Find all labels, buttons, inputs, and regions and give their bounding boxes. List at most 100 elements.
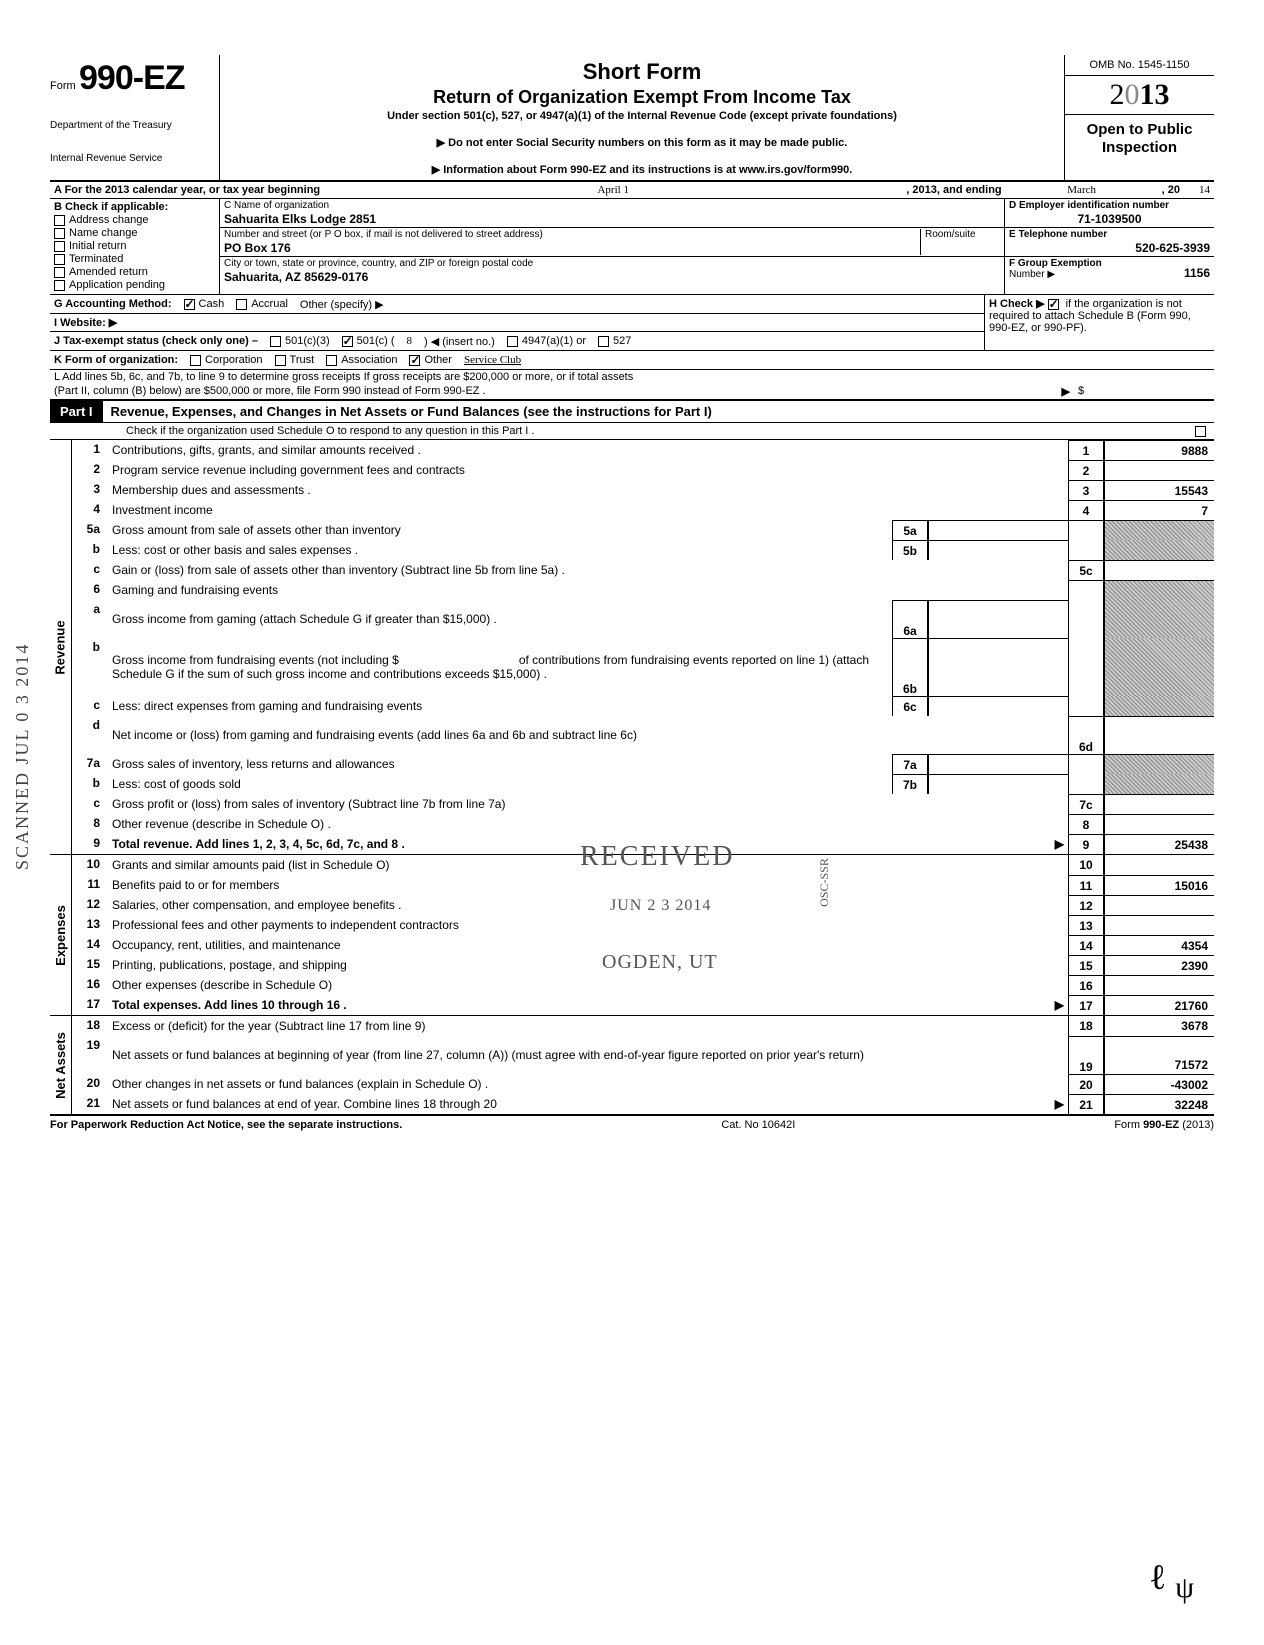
line-desc: Less: cost of goods sold	[108, 774, 892, 794]
line-desc: Membership dues and assessments .	[108, 480, 1068, 500]
line-a: A For the 2013 calendar year, or tax yea…	[50, 182, 1214, 199]
line-desc: Printing, publications, postage, and shi…	[108, 955, 1068, 975]
line-desc: Less: cost or other basis and sales expe…	[108, 540, 892, 560]
shaded-box	[1068, 696, 1104, 716]
line-num: 21	[72, 1094, 108, 1114]
phone-label: E Telephone number	[1009, 229, 1210, 240]
line-val: 32248	[1104, 1094, 1214, 1114]
chk-address-change[interactable]: Address change	[54, 214, 215, 226]
line-box: 17	[1068, 995, 1104, 1015]
tax-year-end-yr: 14	[1180, 184, 1210, 196]
group-label: F Group Exemption	[1009, 258, 1184, 269]
c-label: 501(c) (	[357, 335, 395, 347]
chk-corp[interactable]: Corporation	[190, 354, 262, 366]
accrual-label: Accrual	[251, 298, 288, 310]
line-box: 16	[1068, 975, 1104, 995]
mid-val	[928, 774, 1068, 794]
group-val: 1156	[1184, 265, 1210, 280]
group-label2: Number ▶	[1009, 269, 1184, 280]
line-l-dollar: $	[1070, 385, 1210, 398]
street-label: Number and street (or P O box, if mail i…	[224, 229, 920, 240]
line-box: 13	[1068, 915, 1104, 935]
chk-initial-return[interactable]: Initial return	[54, 240, 215, 252]
expenses-section: Expenses 10Grants and similar amounts pa…	[50, 855, 1214, 1016]
open-inspection: Open to Public Inspection	[1065, 115, 1214, 163]
line-box: 15	[1068, 955, 1104, 975]
chk-app-pending[interactable]: Application pending	[54, 279, 215, 291]
header-left: Form 990-EZ Department of the Treasury I…	[50, 55, 220, 180]
chk-4947[interactable]: 4947(a)(1) or	[507, 335, 586, 347]
part-1-header: Part I Revenue, Expenses, and Changes in…	[50, 400, 1214, 423]
mid-box: 5b	[892, 540, 928, 560]
dept-treasury: Department of the Treasury	[50, 120, 215, 131]
chk-501c3[interactable]: 501(c)(3)	[270, 335, 330, 347]
line-box: 18	[1068, 1016, 1104, 1036]
line-box: 4	[1068, 500, 1104, 520]
revenue-label: Revenue	[50, 440, 72, 854]
chk-label: Name change	[69, 227, 138, 239]
form-subtitle: Return of Organization Exempt From Incom…	[228, 87, 1056, 108]
line-num: 2	[72, 460, 108, 480]
shaded-val	[1104, 540, 1214, 560]
line-box: 9	[1068, 834, 1104, 854]
street-val: PO Box 176	[224, 240, 920, 255]
chk-schedule-o[interactable]	[1195, 426, 1206, 437]
chk-terminated[interactable]: Terminated	[54, 253, 215, 265]
chk-schedule-b[interactable]	[1048, 299, 1059, 310]
line-val: 2390	[1104, 955, 1214, 975]
line-num: c	[72, 696, 108, 716]
chk-other-org[interactable]: Other	[409, 354, 452, 366]
chk-trust[interactable]: Trust	[275, 354, 315, 366]
ssn-note: ▶ Do not enter Social Security numbers o…	[228, 136, 1056, 149]
527-label: 527	[613, 335, 631, 347]
tax-year-end-month: March	[1002, 184, 1162, 196]
shaded-val	[1104, 696, 1214, 716]
line-num: 8	[72, 814, 108, 834]
footer-right: Form 990-EZ (2013)	[1114, 1119, 1214, 1131]
line-j-label: J Tax-exempt status (check only one) –	[54, 335, 258, 347]
shaded-val	[1104, 774, 1214, 794]
line-val	[1104, 794, 1214, 814]
part1-check: Check if the organization used Schedule …	[50, 423, 1214, 440]
website-label: I Website: ▶	[54, 316, 117, 329]
other-org-label: Other	[424, 354, 452, 366]
netassets-section: Net Assets 18Excess or (deficit) for the…	[50, 1016, 1214, 1116]
part1-check-text: Check if the organization used Schedule …	[54, 425, 534, 437]
line-box: 11	[1068, 875, 1104, 895]
chk-assoc[interactable]: Association	[326, 354, 397, 366]
part-badge: Part I	[50, 401, 103, 422]
entity-block: B Check if applicable: Address change Na…	[50, 199, 1214, 295]
line-h: H Check ▶ if the organization is not req…	[984, 295, 1214, 350]
box-d: D Employer identification number 71-1039…	[1005, 199, 1214, 228]
chk-cash[interactable]: Cash	[184, 298, 225, 310]
chk-accrual[interactable]: Accrual	[236, 298, 288, 310]
line-val: 21760	[1104, 995, 1214, 1015]
line-num: 15	[72, 955, 108, 975]
line-num: d	[72, 716, 108, 754]
line-desc: Other changes in net assets or fund bala…	[108, 1074, 1068, 1094]
line-num: 13	[72, 915, 108, 935]
omb-number: OMB No. 1545-1150	[1065, 55, 1214, 76]
line-num: c	[72, 794, 108, 814]
trust-label: Trust	[290, 354, 315, 366]
tax-year: 2013	[1065, 76, 1214, 115]
chk-amended[interactable]: Amended return	[54, 266, 215, 278]
line-num: 9	[72, 834, 108, 854]
line-val: 71572	[1104, 1036, 1214, 1074]
line-box: 10	[1068, 855, 1104, 875]
chk-name-change[interactable]: Name change	[54, 227, 215, 239]
line-desc: Gross income from fundraising events (no…	[108, 638, 892, 696]
line-k: K Form of organization: Corporation Trus…	[50, 351, 1214, 370]
line-num: 7a	[72, 754, 108, 774]
shaded-val	[1104, 600, 1214, 638]
open-line2: Inspection	[1067, 139, 1212, 157]
info-note: ▶ Information about Form 990-EZ and its …	[228, 163, 1056, 176]
chk-501c[interactable]: 501(c) (	[342, 335, 395, 347]
line-val	[1104, 814, 1214, 834]
line-desc: Excess or (deficit) for the year (Subtra…	[108, 1016, 1068, 1036]
line-l: L Add lines 5b, 6c, and 7b, to line 9 to…	[50, 370, 1214, 400]
line-desc: Program service revenue including govern…	[108, 460, 1068, 480]
line-l-text1: L Add lines 5b, 6c, and 7b, to line 9 to…	[50, 370, 1214, 384]
dept-irs: Internal Revenue Service	[50, 153, 215, 164]
chk-527[interactable]: 527	[598, 335, 631, 347]
